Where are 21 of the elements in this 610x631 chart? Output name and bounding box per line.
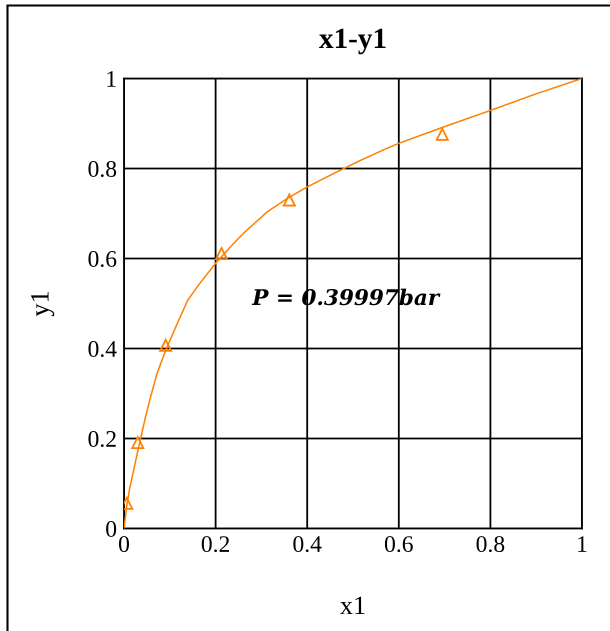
x-tick-label: 0.8 bbox=[476, 536, 504, 552]
line-series bbox=[124, 78, 582, 528]
x-tick-label: 1 bbox=[578, 536, 586, 552]
y-tick-label: 0.2 bbox=[88, 430, 116, 448]
x-axis-title: x1 bbox=[340, 596, 365, 614]
y-tick-label: 0.4 bbox=[88, 340, 117, 358]
y-tick-label: 0.8 bbox=[88, 160, 116, 178]
x-tick-label: 0.2 bbox=[202, 536, 230, 552]
y-axis-title: y1 bbox=[31, 292, 54, 316]
point bbox=[215, 247, 228, 260]
y-tick-label: 0 bbox=[106, 520, 116, 537]
y-tick-label: 1 bbox=[107, 71, 116, 87]
point bbox=[436, 128, 449, 141]
point bbox=[159, 338, 172, 352]
x-tick-label: 0 bbox=[118, 536, 130, 552]
point bbox=[282, 194, 296, 206]
point bbox=[131, 436, 144, 450]
y-tick-label: 0.6 bbox=[88, 250, 116, 268]
x-tick-label: 0.6 bbox=[384, 536, 413, 552]
x-tick-label: 0.4 bbox=[293, 536, 322, 552]
chart-title: x1-y1 bbox=[319, 28, 386, 54]
